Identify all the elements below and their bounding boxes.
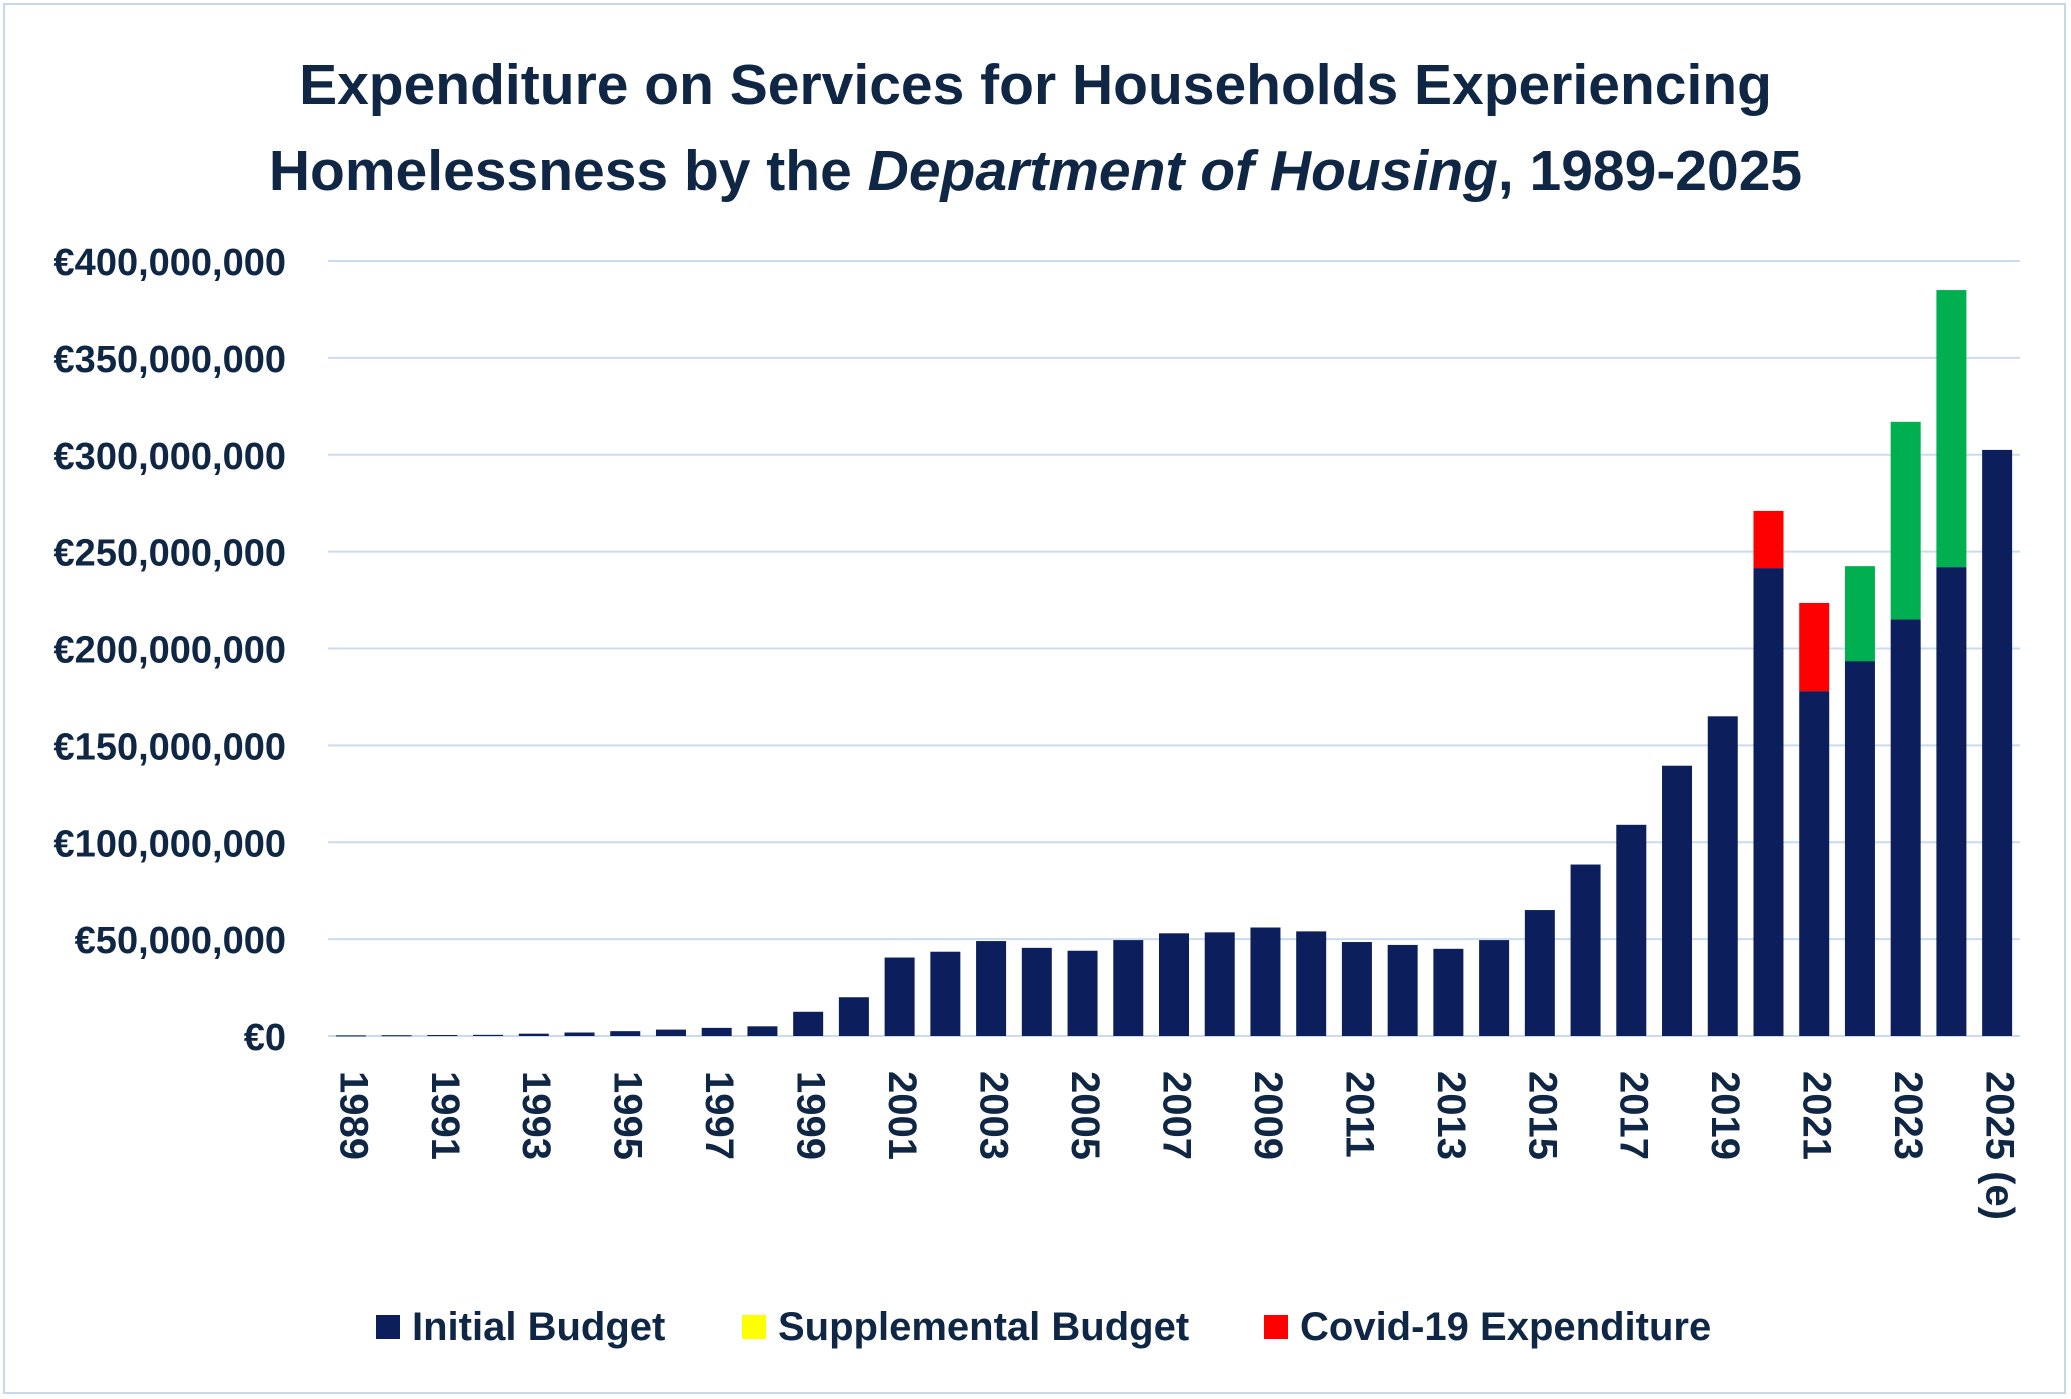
x-tick-label: 2007 — [1154, 1071, 1198, 1160]
legend-label-covid-expenditure: Covid-19 Expenditure — [1300, 1304, 1712, 1349]
legend-swatch-initial-budget — [376, 1315, 400, 1339]
bar-segment — [1936, 567, 1967, 1036]
x-tick-label: 1989 — [331, 1071, 375, 1160]
bar-segment — [701, 1027, 732, 1036]
bar-segment — [1753, 510, 1784, 569]
chart-title: Expenditure on Services for Households E… — [0, 42, 2071, 214]
legend-swatch-covid-expenditure — [1264, 1315, 1288, 1339]
bar-segment — [1936, 290, 1967, 568]
x-tick-label: 2019 — [1703, 1071, 1747, 1160]
x-tick-label: 2025 (e) — [1978, 1071, 2022, 1220]
bar-segment — [1570, 864, 1601, 1036]
bar-segment — [1890, 421, 1921, 620]
x-tick-label: 2001 — [880, 1071, 924, 1160]
bar-segment — [1982, 449, 2013, 1036]
bar-segment — [1844, 661, 1875, 1036]
legend-item-covid-expenditure: Covid-19 Expenditure — [1264, 1302, 1711, 1352]
bar-segment — [884, 957, 915, 1036]
legend-label-initial-budget: Initial Budget — [412, 1304, 666, 1349]
bar-segment — [427, 1035, 458, 1037]
y-tick-label: €250,000,000 — [54, 533, 286, 575]
x-tick-label: 2017 — [1612, 1071, 1656, 1160]
bar-segment — [793, 1011, 824, 1036]
bar-segment — [1159, 933, 1189, 1036]
y-tick-label: €50,000,000 — [75, 920, 286, 962]
bar-segment — [1387, 944, 1418, 1036]
x-tick-label: 2009 — [1246, 1071, 1290, 1160]
x-tick-label: 1999 — [789, 1071, 833, 1160]
bar-segment — [655, 1029, 686, 1036]
bar-segment — [1799, 602, 1830, 692]
bar-segment — [930, 951, 961, 1036]
x-tick-label: 2011 — [1337, 1071, 1381, 1158]
y-tick-label: €350,000,000 — [54, 339, 286, 381]
bar-segment — [1433, 948, 1464, 1036]
bar-segment — [1341, 942, 1372, 1036]
x-tick-label: 1997 — [697, 1071, 741, 1160]
legend-swatch-supplemental-budget — [742, 1315, 766, 1339]
y-tick-label: €150,000,000 — [54, 726, 286, 768]
bar-segment — [1250, 927, 1281, 1036]
x-tick-label: 2023 — [1886, 1071, 1930, 1160]
bar-segment — [747, 1026, 778, 1036]
bar-segment — [1799, 691, 1830, 1036]
y-tick-label: €0 — [244, 1017, 286, 1059]
x-tick-label: 1995 — [606, 1071, 650, 1160]
bar-segment — [335, 1035, 366, 1037]
title-line-2: Homelessness by the Department of Housin… — [0, 128, 2071, 214]
bar-segment — [838, 997, 869, 1036]
bar-segment — [473, 1034, 504, 1036]
bar-segment — [518, 1033, 549, 1036]
y-tick-label: €200,000,000 — [54, 630, 286, 672]
bar-segment — [1204, 932, 1235, 1036]
bar-segment — [976, 941, 1007, 1036]
legend-label-supplemental-budget: Supplemental Budget — [778, 1304, 1190, 1349]
bar-segment — [1890, 619, 1921, 1036]
bar-segment — [1616, 824, 1647, 1036]
bar-segment — [1479, 940, 1510, 1036]
y-tick-label: €100,000,000 — [54, 823, 286, 865]
bar-segment — [564, 1032, 595, 1036]
x-tick-label: 2013 — [1429, 1071, 1473, 1160]
bar-segment — [1067, 950, 1098, 1036]
bar-segment — [1753, 568, 1784, 1036]
bar-segment — [1296, 931, 1327, 1036]
y-tick-label: €400,000,000 — [54, 242, 286, 284]
bar-segment — [381, 1035, 412, 1037]
bar-segment — [610, 1031, 641, 1036]
bar-segment — [1021, 947, 1052, 1036]
bar-segment — [1707, 716, 1738, 1036]
legend-item-supplemental-budget: Supplemental Budget — [742, 1302, 1189, 1352]
x-tick-label: 2005 — [1063, 1071, 1107, 1160]
title-line-1: Expenditure on Services for Households E… — [299, 53, 1772, 117]
bar-segment — [1113, 940, 1144, 1036]
x-tick-label: 1993 — [514, 1071, 558, 1160]
legend-item-initial-budget: Initial Budget — [376, 1302, 665, 1352]
title-line-2-pre: Homelessness by the — [268, 139, 868, 203]
bar-segment — [1524, 910, 1555, 1036]
title-line-2-post: , 1989-2025 — [1497, 139, 1803, 203]
x-tick-label: 1991 — [423, 1071, 467, 1160]
x-tick-label: 2015 — [1520, 1071, 1564, 1160]
legend: Initial Budget Supplemental Budget Covid… — [0, 1302, 2071, 1352]
chart-frame — [3, 3, 2066, 1394]
y-tick-label: €300,000,000 — [54, 436, 286, 478]
x-tick-label: 2021 — [1795, 1071, 1839, 1160]
x-tick-label: 2003 — [972, 1071, 1016, 1160]
title-line-2-italic: Department of Housing — [867, 139, 1498, 203]
bar-segment — [1662, 765, 1693, 1036]
bar-segment — [1844, 566, 1875, 662]
